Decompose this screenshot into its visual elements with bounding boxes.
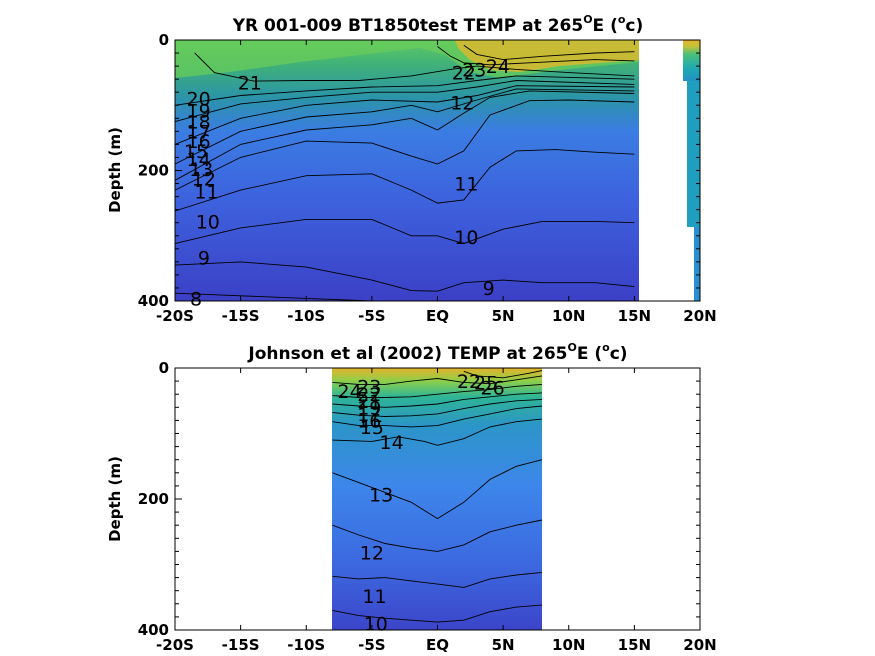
bottom-temperature-field: [332, 368, 542, 630]
bottom-contour-label: 22: [457, 371, 481, 393]
bottom-x-tick-label: EQ: [426, 636, 449, 654]
top-x-tick-label: 20N: [683, 307, 716, 325]
top-temperature-field: [175, 40, 639, 301]
top-contour-line-9: [174, 261, 635, 292]
top-contour-label: 18: [187, 112, 211, 134]
bottom-contour-line-25: [463, 370, 543, 379]
top-y-axis-label: Depth (m): [106, 127, 124, 213]
top-contour-label: 13: [189, 159, 213, 181]
bottom-contour-label: 23: [357, 376, 381, 398]
bottom-contour-label: 14: [380, 432, 404, 454]
top-contour-label: 16: [187, 131, 211, 153]
top-x-tick-label: 10N: [552, 307, 585, 325]
top-contour-line-20: [174, 75, 635, 106]
top-contour-line-21: [194, 52, 635, 82]
bottom-contour-label: 26: [481, 378, 505, 400]
bottom-contour-label: 12: [360, 543, 384, 565]
bottom-y-tick-label: 0: [159, 359, 169, 377]
bottom-contour-label: 21: [357, 391, 381, 413]
top-contour-label: 11: [194, 181, 218, 203]
bottom-y-axis-label: Depth (m): [106, 456, 124, 542]
top-x-tick-label: -15S: [222, 307, 260, 325]
top-contour-line-22: [437, 46, 635, 66]
bottom-contour-label: 13: [369, 484, 393, 506]
top-contour-line-19: [174, 80, 635, 123]
bottom-contour-line-15: [332, 405, 543, 428]
bottom-contour-label: 15: [360, 417, 384, 439]
top-contour-line-11: [174, 149, 635, 212]
bottom-contour-label: 19: [357, 397, 381, 419]
top-x-tick-label: -20S: [156, 307, 194, 325]
top-contour-label: 24: [486, 56, 510, 78]
top-contour-label: 20: [187, 89, 211, 111]
bottom-contour-line-17: [332, 398, 543, 417]
top-y-tick-label: 200: [138, 162, 169, 180]
top-x-tick-label: 15N: [618, 307, 651, 325]
top-contour-label: 22: [452, 63, 476, 85]
top-y-tick-label: 400: [138, 292, 169, 310]
top-contour-label: 12: [192, 168, 216, 190]
bottom-contour-line-12: [332, 519, 543, 552]
bottom-y-tick-label: 200: [138, 490, 169, 508]
bottom-contour-panel: Johnson et al (2002) TEMP at 265OE (oc) …: [106, 341, 717, 654]
top-contour-line-10: [174, 218, 635, 245]
bottom-contour-label: 25: [474, 372, 498, 394]
top-contour-label: 12: [450, 93, 474, 115]
bottom-x-tick-label: -15S: [222, 636, 260, 654]
bottom-contour-label: 10: [364, 614, 388, 636]
bottom-contour-label: 16: [357, 410, 381, 432]
top-y-tick-label: 0: [159, 31, 169, 49]
top-x-tick-label: -5S: [358, 307, 385, 325]
top-contour-label: 14: [187, 149, 211, 171]
top-contour-line-12: [174, 99, 635, 191]
top-x-tick-label: 5N: [492, 307, 515, 325]
top-contour-label: 10: [196, 211, 220, 233]
top-contour-line-13: [174, 90, 635, 181]
top-contour-label: 9: [198, 247, 210, 269]
top-contour-line-15: [174, 88, 635, 165]
bottom-x-tick-label: -5S: [358, 636, 385, 654]
top-contour-label: 19: [187, 101, 211, 123]
top-x-tick-label: EQ: [426, 307, 449, 325]
top-contour-label: 10: [454, 227, 478, 249]
top-contour-line-17: [174, 85, 635, 145]
bottom-contour-line-19: [332, 392, 543, 408]
bottom-x-tick-label: 15N: [618, 636, 651, 654]
top-contour-panel: YR 001-009 BT1850test TEMP at 265OE (oc)…: [106, 13, 717, 325]
bottom-x-tick-label: 10N: [552, 636, 585, 654]
bottom-contour-label: 11: [362, 586, 386, 608]
bottom-contour-label: 24: [338, 381, 362, 403]
bottom-x-tick-label: -10S: [287, 636, 325, 654]
top-east-data-strip-lower: [687, 81, 700, 227]
bottom-x-tick-label: 20N: [683, 636, 716, 654]
bottom-panel-title: Johnson et al (2002) TEMP at 265OE (oc): [247, 341, 627, 364]
top-contour-label: 8: [190, 288, 202, 310]
top-contour-label: 21: [238, 72, 262, 94]
top-east-data-strip: [683, 40, 700, 81]
top-contour-label: 11: [454, 174, 478, 196]
bottom-contour-line-14: [332, 418, 543, 446]
bottom-contour-line-23: [332, 375, 543, 385]
top-contour-label: 9: [483, 278, 495, 300]
top-contour-line-23: [463, 44, 635, 61]
bottom-contour-line-10: [332, 604, 543, 623]
top-contour-label: 17: [187, 121, 211, 143]
bottom-x-tick-label: 5N: [492, 636, 515, 654]
bottom-x-tick-label: -20S: [156, 636, 194, 654]
bottom-contour-line-21: [332, 383, 543, 398]
bottom-y-tick-label: 400: [138, 621, 169, 639]
top-x-tick-label: -10S: [287, 307, 325, 325]
bottom-contour-label: 22: [357, 384, 381, 406]
bottom-contour-label: 17: [357, 404, 381, 426]
bottom-contour-line-13: [332, 459, 543, 520]
top-contour-label: 23: [462, 59, 486, 81]
bottom-contour-line-11: [332, 571, 543, 588]
top-panel-title: YR 001-009 BT1850test TEMP at 265OE (oc): [232, 13, 644, 36]
top-contour-label: 15: [184, 141, 208, 163]
top-contour-line-8: [174, 292, 372, 302]
top-east-data-strip-bottom: [694, 227, 700, 301]
